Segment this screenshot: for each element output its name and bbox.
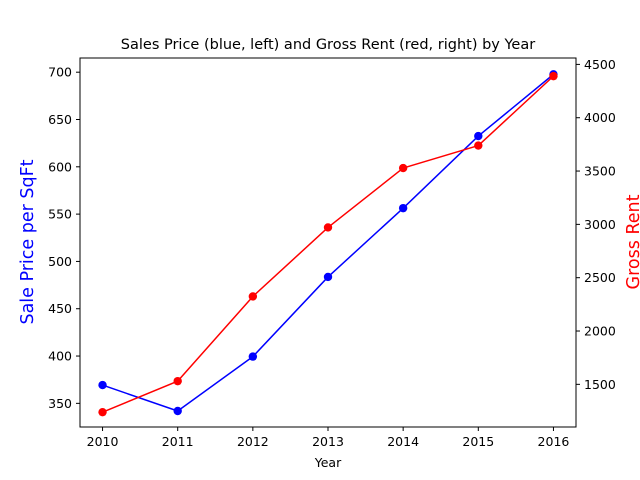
right-y-tick-label: 2500 [584,270,616,285]
right-y-tick-label: 1500 [584,377,616,392]
left-y-tick-label: 450 [48,301,72,316]
axis-ticks: 2010 2011 2012 2013 2014 2015 2016 350 400 450 500… [48,57,616,449]
x-tick-label: 2011 [162,434,194,449]
left-y-axis-label: Sale Price per SqFt [18,159,38,324]
right-y-tick-label: 4500 [584,57,616,72]
left-axis-series-point [474,131,483,141]
right-axis-series-point [549,71,558,81]
left-y-tick-label: 400 [48,349,72,364]
left-axis-series-point [173,406,182,416]
right-y-tick-label: 4000 [584,110,616,125]
right-axis-series-point [323,223,333,232]
right-axis-series-point [98,407,107,417]
x-tick-label: 2014 [387,434,419,449]
x-tick-label: 2015 [462,434,494,449]
left-axis-series-point [323,272,333,282]
chart-marks [98,70,558,417]
left-y-tick-label: 600 [48,159,72,174]
chart-title: Sales Price (blue, left) and Gross Rent … [121,37,535,53]
right-axis-series-point [248,292,258,301]
right-y-tick-label: 3500 [584,164,616,179]
left-axis-series-point [98,380,107,390]
right-axis-series-point [173,376,182,386]
right-axis-series-point [398,163,408,173]
left-y-tick-label: 500 [48,254,72,269]
right-axis-series-point [474,141,483,150]
left-y-tick-label: 650 [48,112,72,127]
left-y-tick-label: 350 [48,396,72,411]
x-tick-label: 2010 [87,434,119,449]
x-axis-label: Year [314,455,342,470]
right-y-tick-label: 3000 [584,217,616,232]
x-tick-label: 2016 [538,434,570,449]
left-axis-series-point [248,352,258,361]
left-y-tick-label: 550 [48,207,72,222]
left-axis-series-point [398,203,408,213]
left-y-tick-label: 700 [48,65,72,80]
right-y-tick-label: 2000 [584,324,616,339]
right-y-axis-label: Gross Rent [624,194,640,289]
x-tick-label: 2012 [237,434,269,449]
x-tick-label: 2013 [312,434,344,449]
